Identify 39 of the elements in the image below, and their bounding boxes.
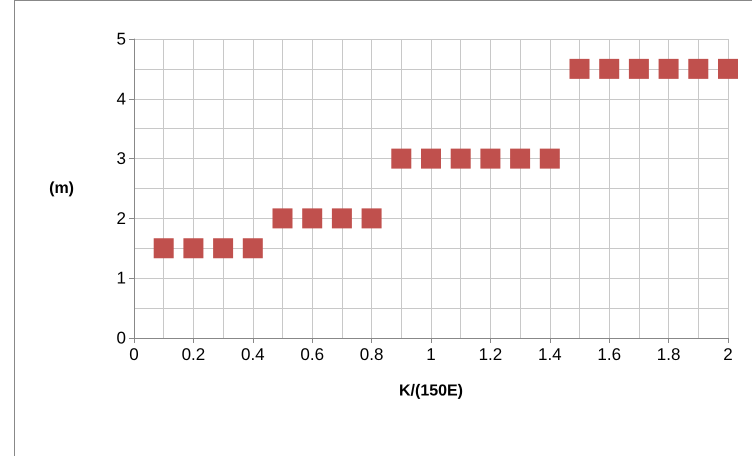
- x-tick-label: 1: [426, 345, 436, 364]
- point: [480, 148, 500, 169]
- point: [540, 148, 560, 169]
- point: [450, 148, 471, 169]
- point: [718, 58, 738, 79]
- point: [688, 58, 708, 79]
- point: [213, 238, 234, 258]
- x-tick-label: 1.6: [597, 345, 622, 364]
- y-tick-label: 4: [116, 89, 126, 108]
- x-axis-title: K/(150E): [398, 382, 464, 400]
- point: [242, 238, 263, 258]
- y-tick-label: 0: [116, 328, 126, 348]
- point: [599, 58, 620, 79]
- point: [570, 58, 590, 79]
- x-tick-label: 0.2: [182, 345, 206, 364]
- y-tick-label: 5: [116, 30, 126, 48]
- point: [391, 148, 412, 169]
- point: [628, 58, 649, 79]
- x-tick-label: 2: [723, 345, 733, 364]
- x-tick-label: 0.4: [240, 345, 265, 364]
- x-tick-label: 1.8: [656, 345, 680, 364]
- y-axis-title: (m): [49, 180, 74, 197]
- point: [510, 148, 530, 169]
- point: [154, 238, 174, 258]
- x-tick-label: 0.8: [360, 345, 384, 364]
- point: [362, 208, 382, 228]
- point: [272, 208, 292, 228]
- y-tick-label: 3: [116, 149, 126, 168]
- point: [302, 208, 322, 228]
- point: [332, 208, 352, 228]
- x-tick-label: 0.6: [300, 345, 324, 364]
- y-tick-label: 1: [116, 268, 126, 288]
- y-tick-label: 2: [116, 208, 126, 228]
- x-tick-label: 0: [129, 345, 139, 364]
- x-tick-label: 1.4: [538, 345, 562, 364]
- point: [183, 238, 204, 258]
- x-tick-label: 1.2: [478, 345, 502, 364]
- point: [658, 58, 679, 79]
- point: [421, 148, 441, 169]
